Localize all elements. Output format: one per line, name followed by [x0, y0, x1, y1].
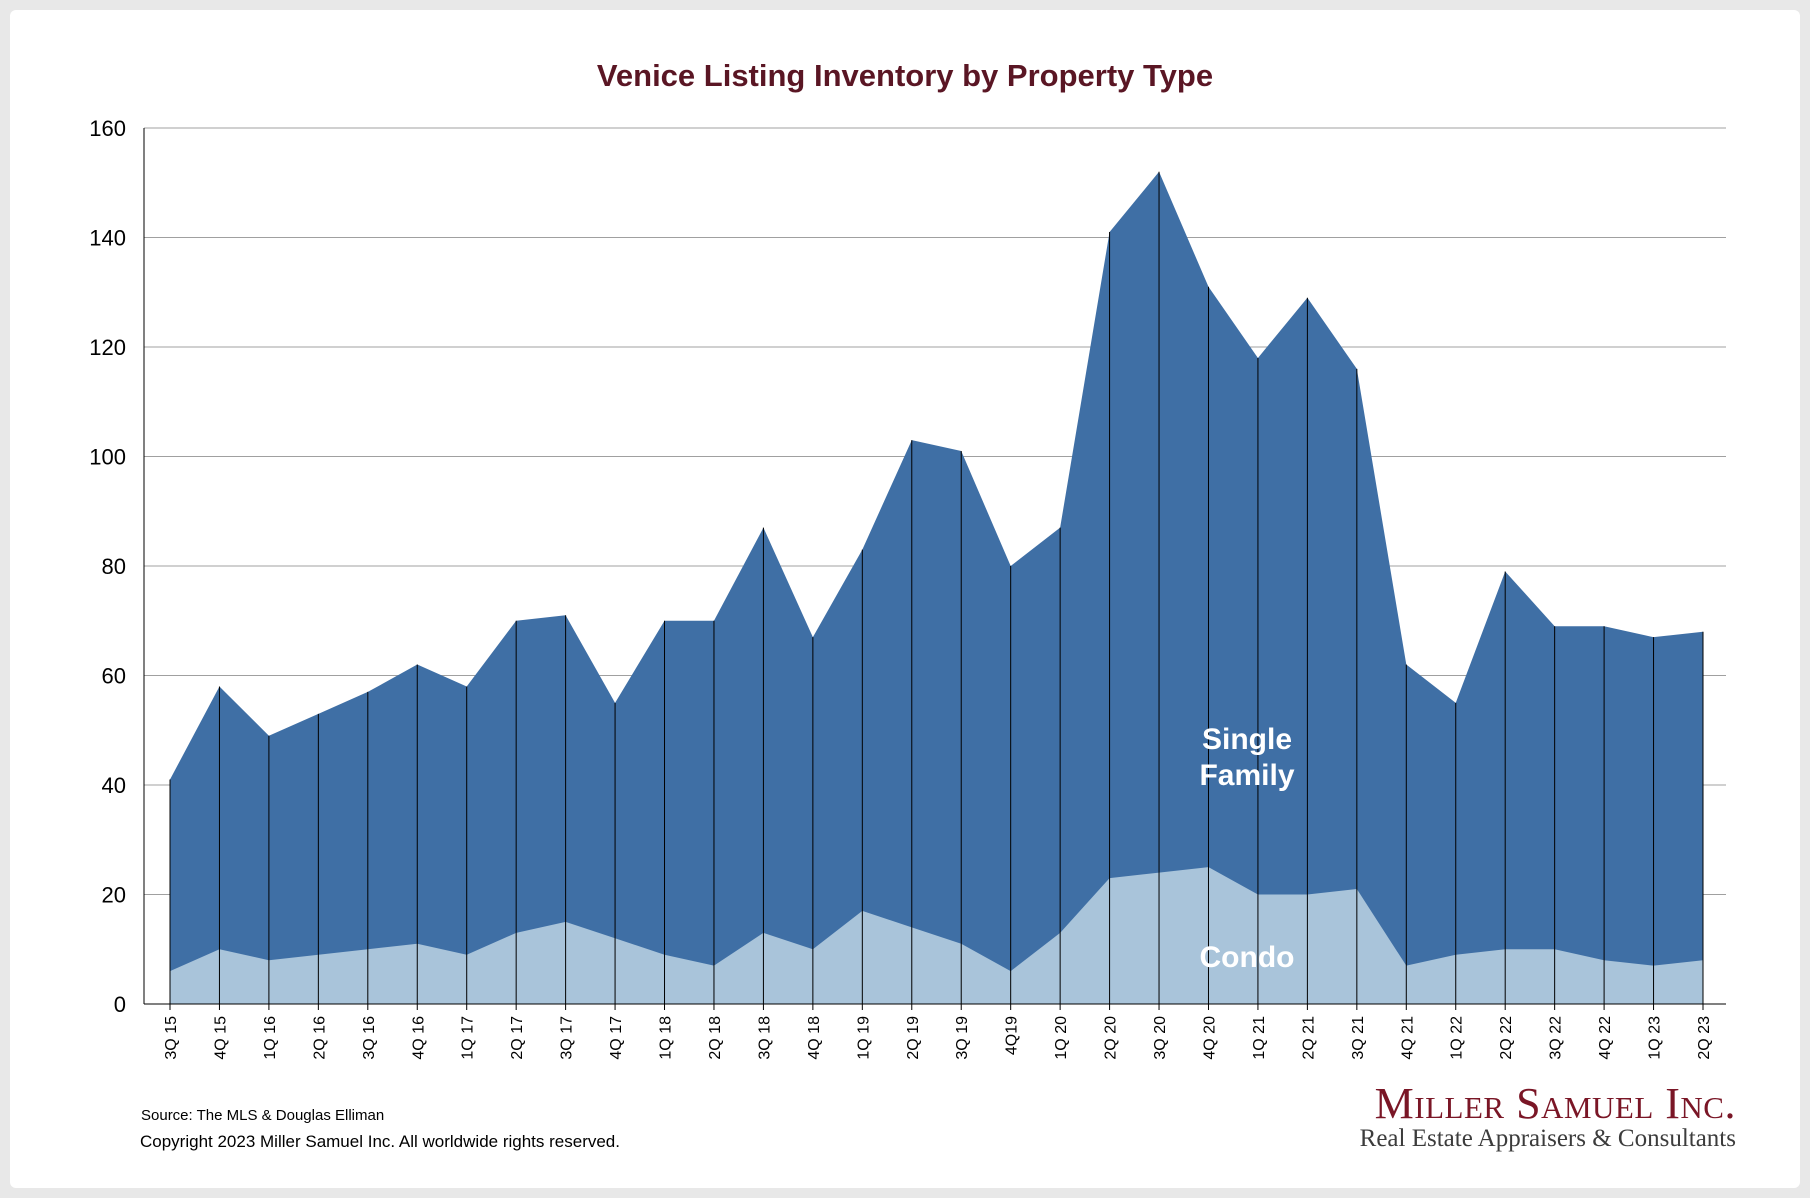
x-tick-label: 1Q 20 — [1053, 1016, 1070, 1060]
x-tick-label: 1Q 22 — [1449, 1016, 1466, 1060]
y-tick-label: 140 — [89, 226, 126, 251]
y-tick-label: 60 — [102, 664, 126, 689]
x-tick-label: 1Q 18 — [658, 1016, 675, 1060]
x-tick-label: 4Q 16 — [410, 1016, 427, 1060]
chart-card: Venice Listing Inventory by Property Typ… — [10, 10, 1800, 1188]
series-label-condo: Condo — [1200, 941, 1295, 974]
x-tick-label: 3Q 16 — [361, 1016, 378, 1060]
x-tick-label: 3Q 19 — [954, 1016, 971, 1060]
x-tick-label: 4Q 22 — [1597, 1016, 1614, 1060]
brand-logo: Miller Samuel Inc. Real Estate Appraiser… — [1360, 1078, 1736, 1153]
y-tick-label: 80 — [102, 554, 126, 579]
area-chart: 0 20 40 60 80 100 120 140 160 3Q 15 4Q 15 1Q 16 2Q 1… — [89, 116, 1726, 1060]
y-tick-label: 100 — [89, 445, 126, 470]
series-area-condo — [170, 867, 1703, 1004]
x-tick-label: 2Q 20 — [1103, 1016, 1120, 1060]
x-tick-label: 2Q 22 — [1498, 1016, 1515, 1060]
y-tick-label: 20 — [102, 883, 126, 908]
series-label-single-family: Family — [1199, 759, 1294, 792]
x-tick-label: 2Q 23 — [1696, 1016, 1713, 1060]
y-tick-label: 160 — [89, 116, 126, 141]
x-tick-label: 2Q 18 — [707, 1016, 724, 1060]
source-note: Source: The MLS & Douglas Elliman — [141, 1107, 385, 1124]
x-tick-label: 1Q 19 — [855, 1016, 872, 1060]
x-tick-label: 1Q 23 — [1647, 1016, 1664, 1060]
x-tick-label: 1Q 21 — [1251, 1016, 1268, 1060]
x-tick-label: 3Q 22 — [1548, 1016, 1565, 1060]
x-tick-label: 3Q 15 — [163, 1016, 180, 1060]
x-tick-label: 3Q 20 — [1152, 1016, 1169, 1060]
series-area-single-family — [170, 171, 1703, 1005]
copyright-note: Copyright 2023 Miller Samuel Inc. All wo… — [140, 1132, 620, 1151]
x-tick-label: 2Q 17 — [509, 1016, 526, 1060]
x-tick-label: 4Q 15 — [212, 1016, 229, 1060]
x-tick-label: 4Q 17 — [608, 1016, 625, 1060]
x-tick-label: 4Q 21 — [1399, 1016, 1416, 1060]
x-tick-label: 4Q 20 — [1201, 1016, 1218, 1060]
x-tick-label: 4Q19 — [1004, 1016, 1021, 1055]
x-tick-label: 4Q 18 — [806, 1016, 823, 1060]
x-tick-label: 1Q 16 — [262, 1016, 279, 1060]
chart-title: Venice Listing Inventory by Property Typ… — [596, 58, 1214, 93]
x-tick-label: 2Q 16 — [311, 1016, 328, 1060]
y-tick-label: 40 — [102, 773, 126, 798]
x-tick-label: 3Q 17 — [559, 1016, 576, 1060]
series-label-single-family: Single — [1202, 723, 1292, 756]
x-tick-label: 3Q 21 — [1350, 1016, 1367, 1060]
brand-tagline: Real Estate Appraisers & Consultants — [1359, 1125, 1736, 1152]
x-tick-label: 2Q 21 — [1300, 1016, 1317, 1060]
x-tick-label: 2Q 19 — [905, 1016, 922, 1060]
y-tick-label: 0 — [114, 992, 126, 1017]
x-tick-label: 1Q 17 — [460, 1016, 477, 1060]
brand-name: Miller Samuel Inc. — [1374, 1079, 1736, 1128]
y-tick-label: 120 — [89, 335, 126, 360]
x-tick-label: 3Q 18 — [756, 1016, 773, 1060]
